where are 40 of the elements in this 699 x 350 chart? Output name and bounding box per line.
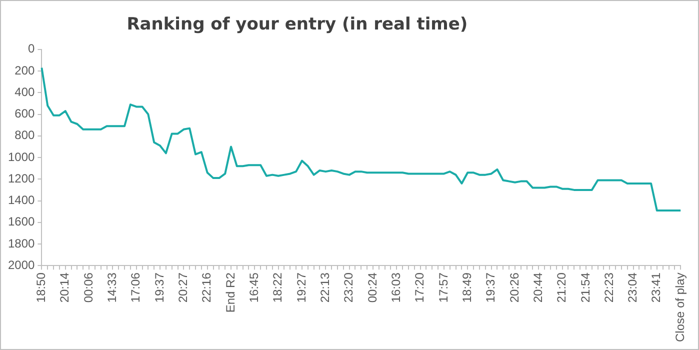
x-tick-label: 17:57: [436, 272, 450, 303]
x-tick-label: 23:04: [626, 272, 640, 303]
y-tick-label: 1200: [8, 171, 36, 186]
x-tick-label: 17:20: [412, 272, 427, 303]
x-tick-label: 19:27: [294, 272, 308, 303]
y-tick-label: 2000: [8, 258, 36, 272]
y-tick-label: 1000: [8, 150, 36, 164]
x-tick-label: 19:37: [484, 272, 498, 303]
x-tick-label: 19:37: [152, 272, 166, 303]
x-tick-label: 18:49: [460, 272, 474, 303]
chart-title: Ranking of your entry (in real time): [126, 14, 468, 35]
x-tick-label: End R2: [223, 272, 238, 313]
x-tick-label: 22:23: [602, 272, 616, 303]
x-tick-label: 21:54: [578, 272, 592, 303]
x-tick-label: 18:22: [270, 272, 285, 303]
x-tick-label: 18:50: [34, 272, 48, 303]
x-tick-label: 00:06: [81, 272, 96, 303]
x-tick-label: 14:33: [104, 272, 119, 303]
x-tick-label: 20:14: [58, 272, 72, 303]
y-tick-label: 1600: [8, 214, 36, 229]
x-tick-label: Close of play: [672, 272, 687, 342]
y-tick-label: 800: [14, 128, 36, 142]
y-tick-label: 600: [14, 106, 36, 121]
x-tick-label: 16:45: [246, 272, 261, 303]
x-tick-label: 20:27: [176, 272, 190, 303]
y-tick-label: 400: [14, 84, 36, 99]
x-tick-label: 22:13: [318, 272, 332, 303]
x-tick-label: 20:26: [507, 272, 522, 303]
y-tick-label: 200: [14, 63, 36, 78]
x-tick-label: 17:06: [128, 272, 143, 303]
x-tick-label: 23:41: [649, 272, 664, 303]
x-tick-label: 21:20: [554, 272, 569, 303]
y-tick-label: 0: [28, 42, 36, 56]
x-tick-label: 22:16: [200, 272, 214, 303]
x-tick-label: 00:24: [365, 272, 380, 303]
x-tick-label: 16:03: [388, 272, 403, 303]
x-tick-label: 20:44: [530, 272, 545, 303]
y-tick-label: 1800: [8, 236, 36, 250]
y-tick-label: 1400: [8, 193, 36, 208]
x-tick-label: 23:20: [342, 272, 356, 303]
